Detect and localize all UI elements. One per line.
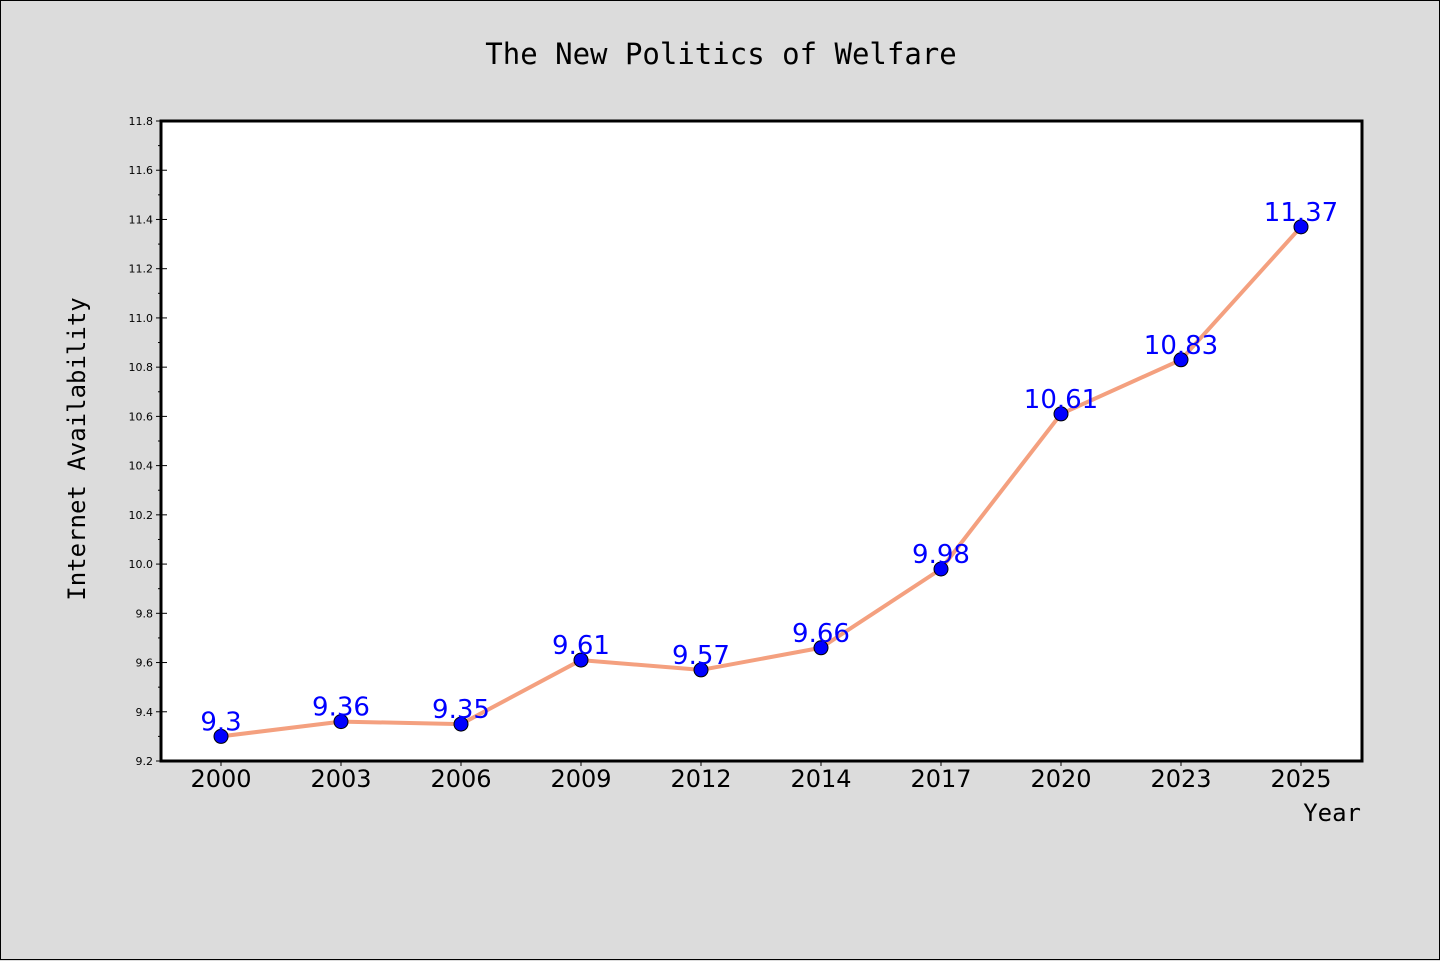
- x-axis: 2000 2003 2006 2009 2012 2014 2017 2020 2023 2025: [190, 761, 1332, 793]
- y-tick-label: 9.2: [136, 755, 154, 768]
- x-tick-label: 2000: [190, 765, 251, 793]
- data-label: 9.61: [552, 631, 610, 661]
- x-tick-label: 2012: [670, 765, 731, 793]
- data-label: 9.3: [200, 707, 241, 737]
- y-tick-label: 11.4: [129, 213, 154, 226]
- y-tick-label: 10.4: [129, 460, 154, 473]
- data-label: 10.61: [1024, 385, 1098, 415]
- data-label: 9.35: [432, 695, 490, 725]
- series-line: [219, 224, 1303, 739]
- y-tick-label: 9.6: [136, 657, 154, 670]
- data-point: [573, 652, 589, 668]
- data-label: 11.37: [1264, 198, 1338, 228]
- y-axis-label: Internet Availability: [63, 297, 91, 600]
- data-label: 9.66: [792, 619, 850, 649]
- y-tick-label: 11.8: [129, 115, 154, 128]
- y-tick-label: 9.4: [136, 706, 154, 719]
- y-tick-label: 10.0: [129, 558, 154, 571]
- y-tick-label: 11.6: [129, 164, 154, 177]
- data-label: 9.98: [912, 540, 970, 570]
- data-point: [453, 716, 469, 732]
- x-tick-label: 2020: [1030, 765, 1091, 793]
- data-label: 10.83: [1144, 331, 1218, 361]
- x-tick-label: 2009: [550, 765, 611, 793]
- data-point: [1053, 406, 1069, 422]
- data-point: [333, 714, 349, 730]
- data-point: [1173, 352, 1189, 368]
- x-tick-label: 2003: [310, 765, 371, 793]
- x-tick-label: 2025: [1270, 765, 1331, 793]
- y-tick-label: 10.8: [129, 361, 154, 374]
- y-tick-label: 10.2: [129, 509, 154, 522]
- data-point: [813, 640, 829, 656]
- y-tick-label: 11.2: [129, 263, 154, 276]
- x-tick-label: 2023: [1150, 765, 1211, 793]
- x-tick-label: 2014: [790, 765, 851, 793]
- x-axis-label: Year: [1303, 799, 1361, 827]
- y-tick-label: 9.8: [136, 607, 154, 620]
- y-tick-label: 11.0: [129, 312, 154, 325]
- y-tick-label: 10.6: [129, 410, 154, 423]
- data-point: [1293, 219, 1309, 235]
- series-group: 9.3 9.36 9.35 9.61 9.57 9.66 9.98 10.61 10.83 11.…: [200, 198, 1338, 744]
- chart-title: The New Politics of Welfare: [485, 37, 956, 71]
- y-axis: 9.2 9.4 9.6 9.8 10.0 10.2 10.4 10.6 10.8 11.0 11.2…: [129, 115, 167, 768]
- data-point: [933, 561, 949, 577]
- data-label: 9.57: [672, 641, 730, 671]
- data-point: [213, 728, 229, 744]
- x-tick-label: 2017: [910, 765, 971, 793]
- data-point: [693, 662, 709, 678]
- x-tick-label: 2006: [430, 765, 491, 793]
- data-label: 9.36: [312, 693, 370, 723]
- plot-area: [159, 119, 1364, 763]
